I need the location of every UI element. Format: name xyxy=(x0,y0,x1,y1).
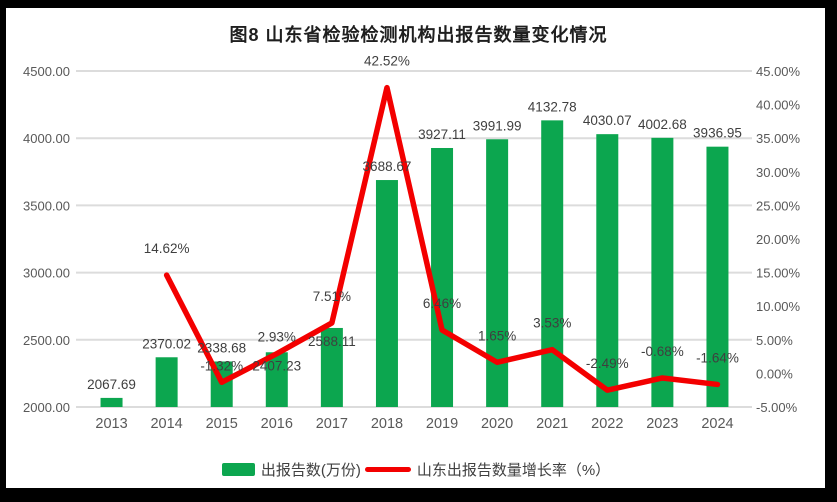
x-axis-tick-label: 2020 xyxy=(481,416,513,432)
line-value-label: -1.32% xyxy=(200,358,243,373)
bar-2013 xyxy=(100,397,123,407)
bar-2016 xyxy=(265,352,288,407)
legend-label-growth-rate: 山东出报告数量增长率（%） xyxy=(416,462,611,479)
bar-swatch-icon xyxy=(221,463,255,476)
bar-value-label: 2338.68 xyxy=(197,340,246,355)
bar-value-label: 4002.68 xyxy=(638,117,687,132)
line-value-label: -1.64% xyxy=(696,350,739,365)
right-axis-tick-label: 20.00% xyxy=(756,232,801,247)
line-value-label: 2.93% xyxy=(258,330,296,345)
x-axis-tick-label: 2023 xyxy=(646,416,678,432)
x-axis-tick-label: 2014 xyxy=(150,416,182,432)
right-axis-tick-label: 15.00% xyxy=(756,266,801,281)
right-axis-tick-label: 5.00% xyxy=(756,333,793,348)
bar-2019 xyxy=(431,147,454,408)
left-axis-tick-label: 3000.00 xyxy=(23,266,70,281)
bar-value-label: 4132.78 xyxy=(528,99,577,114)
bar-value-label: 2370.02 xyxy=(142,336,191,351)
bar-2017 xyxy=(320,327,343,407)
bar-2014 xyxy=(155,357,178,407)
x-axis-tick-label: 2018 xyxy=(371,416,403,432)
line-value-label: 7.51% xyxy=(313,289,351,304)
x-axis-tick-label: 2017 xyxy=(316,416,348,432)
legend-label-reports: 出报告数(万份) xyxy=(260,462,361,479)
bar-2023 xyxy=(651,137,674,407)
chart-legend: 出报告数(万份) 山东出报告数量增长率（%） xyxy=(6,459,826,480)
right-axis-tick-label: 0.00% xyxy=(756,366,793,381)
chart-panel: 2067.69 2370.02 2338.68 2407.23 2588.11 3688.… xyxy=(6,8,825,488)
bar-value-label: 2588.11 xyxy=(308,334,356,349)
line-value-label: 3.53% xyxy=(533,316,571,331)
line-value-label: 42.52% xyxy=(364,54,410,69)
bar-2024 xyxy=(706,146,729,407)
bar-2022 xyxy=(596,134,619,408)
bar-value-label: 2067.69 xyxy=(87,377,136,392)
right-axis-tick-label: 40.00% xyxy=(756,98,801,113)
bar-value-label: 4030.07 xyxy=(583,113,632,128)
right-axis-tick-label: 10.00% xyxy=(756,299,801,314)
bar-value-label: 3927.11 xyxy=(418,127,466,142)
line-value-label: 6.46% xyxy=(423,296,461,311)
bar-2021 xyxy=(541,120,564,407)
x-axis-tick-label: 2019 xyxy=(426,416,458,432)
left-axis-tick-label: 2500.00 xyxy=(23,333,70,348)
line-value-label: 1.65% xyxy=(478,328,516,343)
growth-rate-line xyxy=(163,84,721,393)
line-value-label: -0.68% xyxy=(641,344,684,359)
left-axis-tick-label: 3500.00 xyxy=(23,198,70,213)
left-axis-tick-label: 4000.00 xyxy=(23,131,70,146)
right-axis-tick-label: 30.00% xyxy=(756,165,801,180)
x-axis-tick-label: 2013 xyxy=(95,416,127,432)
bar-value-label: 3688.67 xyxy=(363,159,412,174)
left-axis-tick-label: 2000.00 xyxy=(23,400,70,415)
bar-2018 xyxy=(375,180,398,407)
chart-title: 图8 山东省检验检测机构出报告数量变化情况 xyxy=(229,25,608,45)
legend-item-reports: 出报告数(万份) xyxy=(221,459,361,480)
right-axis-tick-label: 35.00% xyxy=(756,131,801,146)
left-axis-tick-label: 4500.00 xyxy=(23,64,70,79)
line-value-label: -2.49% xyxy=(586,356,629,371)
bar-value-label: 3991.99 xyxy=(473,118,522,133)
line-value-label: 14.62% xyxy=(144,241,190,256)
line-swatch-icon xyxy=(364,467,411,472)
x-axis-tick-label: 2016 xyxy=(261,416,293,432)
x-axis-tick-label: 2024 xyxy=(701,416,733,432)
bar-value-label: 3936.95 xyxy=(693,126,742,141)
right-axis-tick-label: 25.00% xyxy=(756,198,801,213)
right-axis-tick-label: -5.00% xyxy=(756,400,798,415)
bar-value-label: 2407.23 xyxy=(252,358,301,373)
x-axis-tick-label: 2015 xyxy=(206,416,238,432)
bar-2020 xyxy=(486,139,509,407)
x-axis-tick-label: 2021 xyxy=(536,416,568,432)
right-axis-tick-label: 45.00% xyxy=(756,64,801,79)
x-axis-tick-label: 2022 xyxy=(591,416,623,432)
legend-item-growth-rate: 山东出报告数量增长率（%） xyxy=(364,459,611,480)
